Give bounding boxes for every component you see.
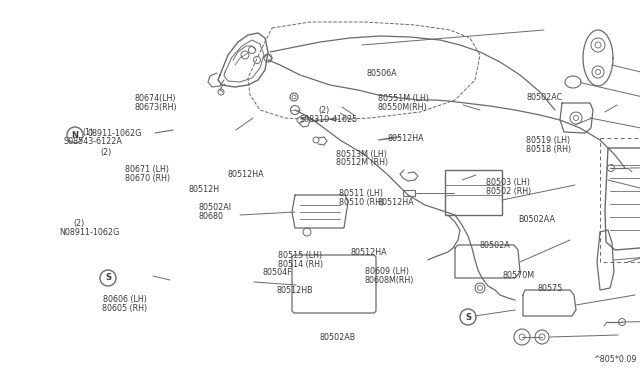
Text: 80512HB: 80512HB	[276, 286, 313, 295]
Text: (2): (2)	[100, 148, 111, 157]
Text: N: N	[72, 131, 79, 140]
Text: 08911-1062G: 08911-1062G	[88, 128, 142, 138]
Text: 80503 (LH): 80503 (LH)	[486, 178, 531, 187]
Text: 80570M: 80570M	[502, 271, 534, 280]
Text: 80605 (RH): 80605 (RH)	[102, 304, 147, 313]
Text: 80502AB: 80502AB	[320, 333, 356, 342]
Text: 80512H: 80512H	[189, 185, 220, 194]
Text: 80673(RH): 80673(RH)	[134, 103, 177, 112]
Text: 80504F: 80504F	[262, 268, 292, 277]
Text: 80502A: 80502A	[480, 241, 511, 250]
Text: 80512M (RH): 80512M (RH)	[336, 158, 388, 167]
Text: 80502AC: 80502AC	[526, 93, 563, 102]
Text: 80510 (RH): 80510 (RH)	[339, 198, 385, 207]
Text: S: S	[105, 273, 111, 282]
Text: 80671 (LH): 80671 (LH)	[125, 165, 169, 174]
Text: 80606 (LH): 80606 (LH)	[103, 295, 147, 304]
Text: S: S	[465, 312, 471, 321]
Text: 80670 (RH): 80670 (RH)	[125, 174, 170, 183]
Text: S08310-41625: S08310-41625	[300, 115, 358, 124]
Text: 80514 (RH): 80514 (RH)	[278, 260, 324, 269]
Text: 80515 (LH): 80515 (LH)	[278, 251, 323, 260]
Text: (2): (2)	[319, 106, 330, 115]
Text: 80506A: 80506A	[366, 69, 397, 78]
Text: 80608M(RH): 80608M(RH)	[365, 276, 414, 285]
Text: N08911-1062G: N08911-1062G	[59, 228, 119, 237]
Text: B0502AA: B0502AA	[518, 215, 556, 224]
Text: 80674(LH): 80674(LH)	[134, 94, 176, 103]
Text: (1): (1)	[82, 128, 93, 137]
Text: 80512HA: 80512HA	[227, 170, 264, 179]
Text: 80502AI: 80502AI	[198, 203, 232, 212]
Text: 80680: 80680	[198, 212, 223, 221]
Text: 80511 (LH): 80511 (LH)	[339, 189, 383, 198]
Text: 80512HA: 80512HA	[378, 198, 414, 207]
Text: S08543-6122A: S08543-6122A	[64, 137, 123, 146]
Text: 80519 (LH): 80519 (LH)	[526, 136, 570, 145]
Text: 80551M (LH): 80551M (LH)	[378, 94, 429, 103]
Text: ^805*0.09: ^805*0.09	[593, 355, 637, 364]
Text: 80609 (LH): 80609 (LH)	[365, 267, 409, 276]
Text: (2): (2)	[74, 219, 85, 228]
Text: 80513M (LH): 80513M (LH)	[336, 150, 387, 158]
Text: 80512HA: 80512HA	[350, 248, 387, 257]
Text: 80512HA: 80512HA	[387, 134, 424, 143]
Text: 80502 (RH): 80502 (RH)	[486, 187, 532, 196]
Text: 80518 (RH): 80518 (RH)	[526, 145, 572, 154]
Text: 80575: 80575	[538, 284, 563, 293]
Text: 80550M(RH): 80550M(RH)	[378, 103, 428, 112]
